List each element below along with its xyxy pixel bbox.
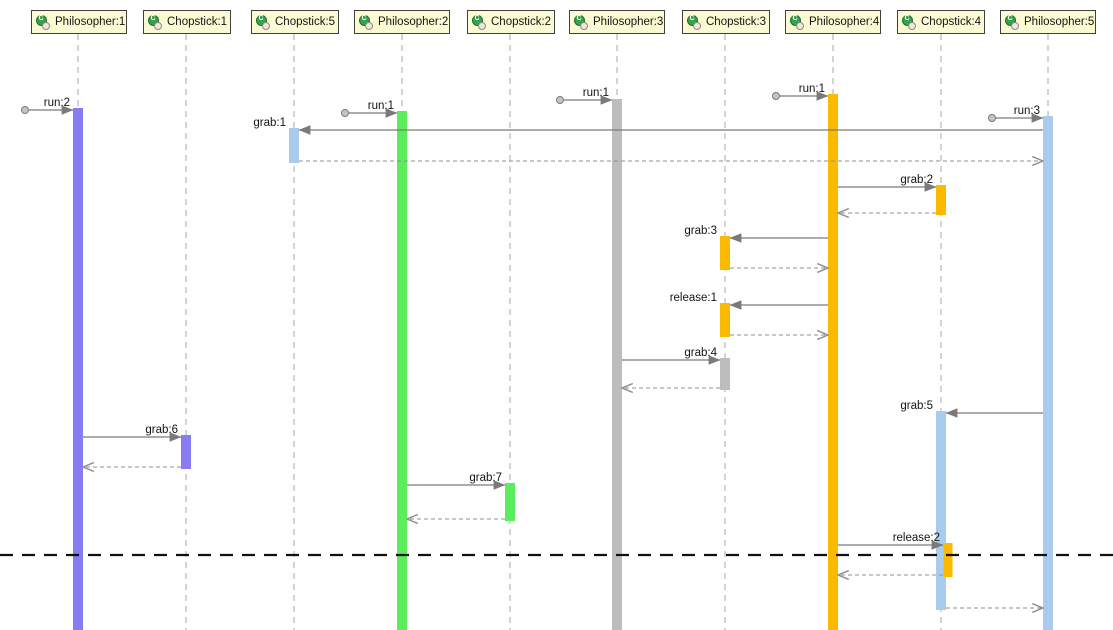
message-label-run:1: run:1 [799, 83, 825, 95]
object-instance-icon [36, 14, 52, 31]
found-message-endpoint [341, 109, 349, 117]
activation-bar [612, 99, 622, 630]
lifeline-header-label: Philosopher:2 [378, 16, 449, 28]
message-label-grab:7: grab:7 [469, 472, 502, 484]
activation-bar [936, 411, 946, 610]
lifeline-header-label: Philosopher:5 [1024, 16, 1095, 28]
activation-bar [720, 236, 730, 270]
activation-bar [181, 435, 191, 469]
lifeline-header-philosopher-2[interactable]: Philosopher:2 [354, 10, 450, 34]
lifeline-header-label: Philosopher:3 [593, 16, 664, 28]
found-message-endpoint [988, 114, 996, 122]
lifeline-header-philosopher-3[interactable]: Philosopher:3 [569, 10, 665, 34]
found-message-endpoint [556, 96, 564, 104]
lifeline-header-philosopher-1[interactable]: Philosopher:1 [31, 10, 127, 34]
lifeline-header-label: Chopstick:2 [491, 16, 552, 28]
activation-bar [720, 303, 730, 337]
activation-bar [505, 483, 515, 521]
lifeline-header-label: Chopstick:5 [275, 16, 336, 28]
object-instance-icon [148, 14, 164, 31]
lifeline-header-label: Chopstick:4 [921, 16, 982, 28]
message-label-grab:4: grab:4 [684, 347, 717, 359]
found-message-endpoint [21, 106, 29, 114]
message-label-release:1: release:1 [670, 292, 717, 304]
message-label-run:1: run:1 [368, 100, 394, 112]
message-label-run:1: run:1 [583, 87, 609, 99]
activation-bar [289, 128, 299, 163]
lifeline-header-label: Philosopher:1 [55, 16, 126, 28]
object-instance-icon [790, 14, 806, 31]
lifeline-header-chopstick-2[interactable]: Chopstick:2 [467, 10, 555, 34]
lifeline-header-label: Chopstick:1 [167, 16, 228, 28]
message-label-release:2: release:2 [893, 532, 940, 544]
activation-bar [73, 108, 83, 630]
message-label-run:2: run:2 [44, 97, 70, 109]
activation-bar [720, 358, 730, 390]
message-label-grab:3: grab:3 [684, 225, 717, 237]
object-instance-icon [359, 14, 375, 31]
object-instance-icon [1005, 14, 1021, 31]
lifeline-header-chopstick-5[interactable]: Chopstick:5 [251, 10, 339, 34]
lifeline-header-label: Philosopher:4 [809, 16, 880, 28]
activation-bar [943, 543, 953, 577]
activation-bar [828, 94, 838, 630]
lifeline-header-label: Chopstick:3 [706, 16, 767, 28]
found-message-endpoint [772, 92, 780, 100]
object-instance-icon [902, 14, 918, 31]
message-label-grab:1: grab:1 [253, 117, 286, 129]
activation-bar [936, 185, 946, 215]
message-label-grab:2: grab:2 [900, 174, 933, 186]
lifeline-header-philosopher-4[interactable]: Philosopher:4 [785, 10, 881, 34]
object-instance-icon [256, 14, 272, 31]
message-label-run:3: run:3 [1014, 105, 1040, 117]
lifeline-header-chopstick-1[interactable]: Chopstick:1 [143, 10, 231, 34]
lifeline-header-chopstick-3[interactable]: Chopstick:3 [682, 10, 770, 34]
lifeline-header-philosopher-5[interactable]: Philosopher:5 [1000, 10, 1096, 34]
lifeline-header-chopstick-4[interactable]: Chopstick:4 [897, 10, 985, 34]
message-label-grab:5: grab:5 [900, 400, 933, 412]
object-instance-icon [472, 14, 488, 31]
message-label-grab:6: grab:6 [145, 424, 178, 436]
activation-bar [397, 111, 407, 630]
activation-bar [1043, 116, 1053, 630]
object-instance-icon [687, 14, 703, 31]
object-instance-icon [574, 14, 590, 31]
